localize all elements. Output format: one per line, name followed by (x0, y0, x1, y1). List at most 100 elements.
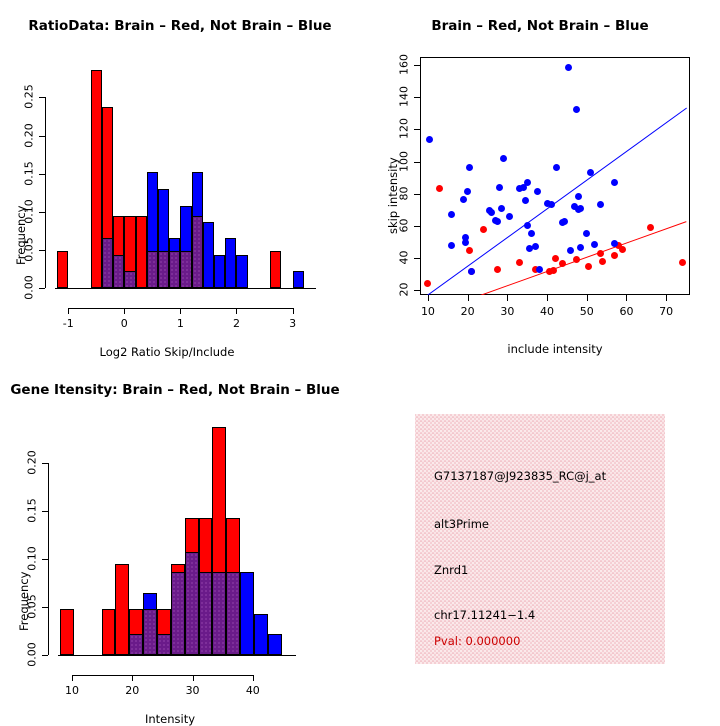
y-axis-line (45, 97, 46, 288)
scatter-point (585, 262, 593, 270)
histogram-bar-overlap (143, 609, 157, 655)
scatter-point (678, 258, 686, 266)
gene-name-text: Znrd1 (434, 563, 469, 577)
y-axis-title: Frequency (17, 571, 31, 632)
scatter-point (480, 225, 488, 233)
histogram-bar-overlap (191, 215, 203, 288)
scatter-point (551, 255, 559, 263)
scatter-point (523, 221, 531, 229)
y-tick (39, 249, 45, 251)
probe-id-text: G7137187@J923835_RC@j_at (434, 469, 607, 483)
scatter-point (499, 154, 507, 162)
x-tick (547, 295, 549, 301)
scatter-point (646, 223, 654, 231)
scatter-point (515, 259, 523, 267)
y-tick (414, 290, 420, 292)
scatter-point (559, 260, 567, 268)
panel-scatter-title: Brain – Red, Not Brain – Blue (431, 18, 649, 34)
scatter-point (497, 204, 505, 212)
histogram-bar-overlap (170, 571, 185, 655)
histogram-bar-overlap (226, 571, 241, 655)
scatter-point (619, 246, 626, 254)
y-tick (42, 511, 48, 513)
x-tick-label: 1 (176, 317, 184, 330)
y-tick-label: 0.15 (25, 498, 39, 524)
panel-ratio-title: RatioData: Brain – Red, Not Brain – Blue (28, 18, 332, 34)
histogram-bar (101, 609, 116, 655)
y-tick-label: 160 (397, 54, 411, 76)
y-tick (414, 97, 420, 99)
x-tick (180, 308, 182, 314)
scatter-point (448, 242, 456, 250)
x-tick-label: 10 (65, 684, 80, 697)
scatter-point (531, 265, 539, 273)
scatter-plot-area (420, 57, 690, 295)
y-tick-label: 0.20 (25, 450, 39, 476)
scatter-point (611, 178, 619, 186)
scatter-point (573, 256, 581, 264)
x-tick-label: 0 (120, 317, 128, 330)
scatter-point (519, 183, 527, 191)
histogram-bar-overlap (124, 271, 136, 288)
scatter-point (531, 243, 539, 251)
y-tick-label: 0.15 (22, 160, 36, 186)
x-tick-label: 20 (125, 684, 140, 697)
scatter-point (466, 163, 474, 171)
x-tick-label: 40 (245, 684, 260, 697)
histogram-bar-overlap (198, 571, 213, 655)
scatter-point (464, 187, 472, 195)
x-tick-label: -1 (62, 317, 74, 330)
x-axis-title: Intensity (144, 712, 196, 726)
baseline (55, 288, 316, 289)
y-tick (39, 288, 45, 289)
x-tick (666, 295, 668, 301)
scatter-point (577, 244, 585, 252)
y-tick (39, 97, 45, 99)
scatter-point (573, 105, 581, 113)
scatter-point (462, 239, 470, 247)
scatter-point (545, 268, 553, 276)
scatter-point (575, 193, 583, 201)
y-tick (414, 193, 420, 195)
histogram-bar-overlap (212, 571, 227, 655)
histogram-bar (57, 251, 69, 288)
scatter-point (587, 169, 595, 177)
histogram-bar (115, 563, 130, 655)
scatter-point (547, 200, 555, 208)
x-tick (72, 675, 74, 681)
histogram-bar-overlap (101, 238, 114, 288)
histogram-bar (267, 633, 282, 655)
y-tick-label: 0.00 (25, 642, 39, 667)
scatter-point (611, 252, 619, 260)
scatter-point (523, 178, 531, 186)
scatter-point (426, 135, 434, 143)
histogram-bar (236, 255, 248, 288)
scatter-point (591, 240, 599, 248)
x-tick-label: 30 (500, 305, 515, 318)
y-tick-label: 0.00 (22, 275, 36, 300)
histogram-bar-overlap (180, 251, 192, 288)
scatter-point (493, 265, 501, 273)
histogram-bar (202, 221, 215, 288)
scatter-point (561, 218, 569, 226)
x-tick (132, 675, 134, 681)
x-tick-label: 50 (579, 305, 594, 318)
panel-gene-title: Gene Itensity: Brain – Red, Not Brain – … (10, 382, 340, 398)
x-tick-label: 40 (540, 305, 555, 318)
x-tick-label: 70 (659, 305, 674, 318)
x-tick (292, 308, 294, 314)
scatter-point (460, 195, 468, 203)
x-tick (586, 295, 588, 301)
histogram-bar-overlap (184, 551, 199, 655)
scatter-point (533, 187, 541, 195)
scatter-point (535, 265, 543, 273)
x-axis-line (68, 308, 293, 309)
x-tick-label: 10 (420, 305, 435, 318)
histogram-bar-overlap (129, 633, 144, 655)
scatter-point (424, 280, 432, 288)
y-tick (42, 607, 48, 609)
x-tick (68, 308, 70, 314)
gene-info-panel (415, 414, 665, 664)
histogram-bar (214, 255, 226, 288)
